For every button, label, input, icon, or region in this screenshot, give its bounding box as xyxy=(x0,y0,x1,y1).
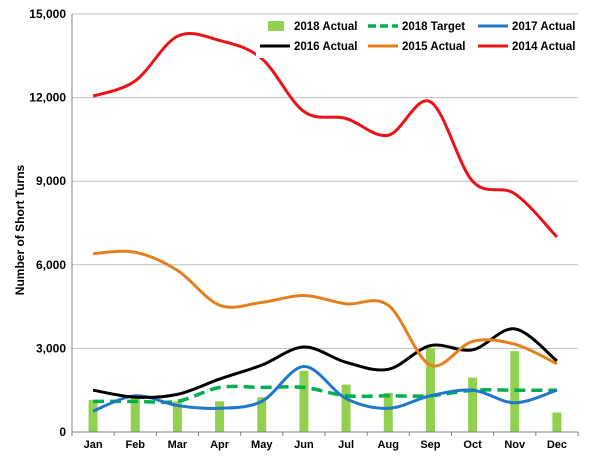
x-tick-label: May xyxy=(251,439,273,451)
legend-swatch-2018-actual xyxy=(268,21,284,31)
bar-2018-actual-jan xyxy=(88,399,98,432)
y-tick-label: 9,000 xyxy=(36,174,66,188)
bar-2018-actual-jun xyxy=(299,370,309,432)
x-tick-label: Feb xyxy=(125,439,145,451)
x-tick-label: Sep xyxy=(420,439,440,451)
x-tick-label: Oct xyxy=(463,439,482,451)
x-tick-label: Jul xyxy=(338,439,354,451)
y-axis-label: Number of Short Turns xyxy=(13,164,27,295)
legend-label-2018-target: 2018 Target xyxy=(402,21,465,33)
line-2014-actual xyxy=(92,32,559,238)
bar-2018-actual-aug xyxy=(383,392,393,432)
bar-2018-actual-mar xyxy=(172,401,182,432)
x-tick-label: Jun xyxy=(294,439,314,451)
axes xyxy=(71,14,579,436)
x-tick-label: Apr xyxy=(210,439,230,451)
y-tick-label: 3,000 xyxy=(36,341,66,355)
x-tick-label: Dec xyxy=(547,439,567,451)
legend-label-2017-actual: 2017 Actual xyxy=(512,21,576,33)
series-lines xyxy=(92,32,559,413)
legend-label-2015-actual: 2015 Actual xyxy=(402,41,466,53)
y-tick-labels: 0 3,000 6,000 9,000 12,000 15,000 xyxy=(29,7,66,439)
bar-2018-actual-dec xyxy=(552,412,562,432)
bar-2018-actual-apr xyxy=(215,401,225,432)
y-tick-label: 0 xyxy=(59,425,66,439)
x-tick-labels: Jan Feb Mar Apr May Jun Jul Aug Sep Oct Nov Dec xyxy=(84,439,567,451)
line-2016-actual xyxy=(92,327,558,399)
bar-2018-actual-sep xyxy=(425,348,435,432)
legend-background xyxy=(256,16,577,58)
x-tick-label: Aug xyxy=(378,439,399,451)
x-tick-label: Jan xyxy=(84,439,103,451)
line-2015-actual xyxy=(92,249,558,368)
legend-label-2016-actual: 2016 Actual xyxy=(294,41,358,53)
x-tick-label: Mar xyxy=(168,439,188,451)
y-tick-label: 12,000 xyxy=(29,91,66,105)
legend-label-2014-actual: 2014 Actual xyxy=(512,41,576,53)
bar-2018-actual-jul xyxy=(341,384,351,432)
bar-2018-actual-oct xyxy=(468,377,478,432)
line-2017-actual xyxy=(92,365,558,413)
bar-2018-actual-may xyxy=(257,397,267,432)
y-tick-label: 15,000 xyxy=(29,7,66,21)
x-tick-label: Nov xyxy=(504,439,526,451)
bar-2018-actual-feb xyxy=(130,395,140,432)
grid-lines xyxy=(72,13,578,349)
y-tick-label: 6,000 xyxy=(36,258,66,272)
legend-label-2018-actual: 2018 Actual xyxy=(294,21,358,33)
legend: 2018 Actual 2018 Target 2017 Actual 2016 Ac… xyxy=(256,16,577,58)
